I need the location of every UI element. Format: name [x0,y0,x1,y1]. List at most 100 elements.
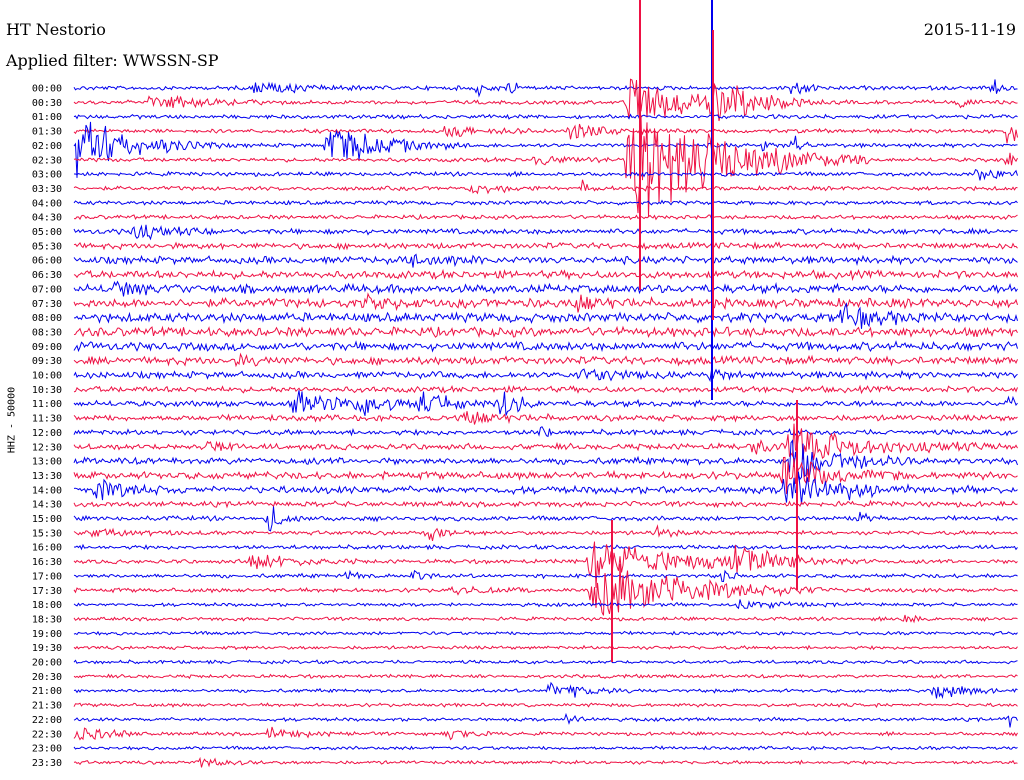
row-label: 14:00 [32,485,62,496]
row-label: 10:00 [32,371,62,382]
row-label: 20:00 [32,658,62,669]
station-name: HT Nestorio [6,20,106,39]
trace-line [73,745,1018,751]
row-label: 02:30 [32,155,62,166]
row-label: 05:30 [32,241,62,252]
filter-label: Applied filter: WWSSN-SP [6,51,219,70]
row-label: 01:00 [32,112,62,123]
row-label: 07:30 [32,299,62,310]
row-label: 16:00 [32,543,62,554]
trace-line [73,292,1018,313]
trace-line [73,78,1018,122]
row-label: 22:00 [32,715,62,726]
trace-line [73,499,1018,509]
trace-line [73,368,1018,383]
row-label: 08:00 [32,313,62,324]
row-label: 03:00 [32,170,62,181]
trace-line [73,630,1018,637]
row-label: 05:00 [32,227,62,238]
trace-line [73,241,1018,251]
trace-line [73,456,1018,495]
row-label: 09:00 [32,342,62,353]
trace-line [73,268,1018,281]
row-label: 10:30 [32,385,62,396]
row-label: 04:00 [32,198,62,209]
trace-line [73,541,1018,588]
row-label: 22:30 [32,729,62,740]
trace-line [73,756,1018,768]
trace-line [74,169,1018,181]
trace-line [73,524,1018,542]
trace-line [73,423,1018,461]
trace-line [73,644,1018,651]
row-label: 23:30 [32,758,62,769]
row-label: 00:00 [32,84,62,95]
trace-line [73,224,1018,241]
trace-line [73,726,1018,741]
record-date: 2015-11-19 [923,20,1016,39]
row-label: 11:30 [32,414,62,425]
row-label: 19:30 [32,643,62,654]
row-label: 06:30 [32,270,62,281]
row-label: 03:30 [32,184,62,195]
row-label: 08:30 [32,327,62,338]
trace-line [73,121,1018,178]
row-label: 12:00 [32,428,62,439]
row-label: 18:00 [32,600,62,611]
trace-line [73,253,1018,268]
row-label: 17:00 [32,571,62,582]
row-label: 06:00 [32,256,62,267]
trace-line [73,352,1018,368]
row-label: 13:00 [32,457,62,468]
row-label: 09:30 [32,356,62,367]
trace-line [73,543,1018,551]
trace-line [73,411,1018,425]
trace-line [73,506,1018,532]
trace-line [73,439,1018,481]
trace-line [73,213,1018,221]
trace-line [74,302,1018,329]
row-label: 18:30 [32,614,62,625]
trace-line [73,563,1018,616]
trace-line [73,681,1018,700]
trace-line [73,426,1018,438]
trace-line [73,179,1018,195]
trace-line [73,390,1018,416]
row-label: 01:30 [32,127,62,138]
trace-line [73,569,1018,583]
trace-line [73,712,1018,728]
row-label: 12:30 [32,442,62,453]
trace-line [73,113,1018,120]
row-label: 00:30 [32,98,62,109]
row-label: 20:30 [32,672,62,683]
row-label: 17:30 [32,586,62,597]
row-label: 15:30 [32,528,62,539]
row-label: 19:00 [32,629,62,640]
trace-line [73,659,1018,665]
row-label: 23:00 [32,744,62,755]
trace-line [73,79,1018,98]
row-label: 04:30 [32,213,62,224]
trace-line [73,325,1018,339]
row-label: 16:30 [32,557,62,568]
row-label: 21:30 [32,701,62,712]
trace-line [73,673,1018,680]
trace-line [73,599,1018,610]
trace-line [73,340,1018,353]
trace-lines [73,0,1018,768]
trace-line [73,702,1018,709]
trace-line [73,614,1018,624]
row-label: 07:00 [32,284,62,295]
trace-line [73,199,1018,206]
trace-line [73,472,1018,505]
trace-line [73,115,1018,217]
row-labels: 00:00 00:30 01:00 01:30 02:00 02:30 03:00 03:30… [32,84,62,769]
row-label: 13:30 [32,471,62,482]
row-label: 21:00 [32,686,62,697]
row-label: 14:30 [32,500,62,511]
trace-line [73,384,1018,395]
row-label: 15:00 [32,514,62,525]
row-label: 11:00 [32,399,62,410]
trace-line [73,123,1018,144]
